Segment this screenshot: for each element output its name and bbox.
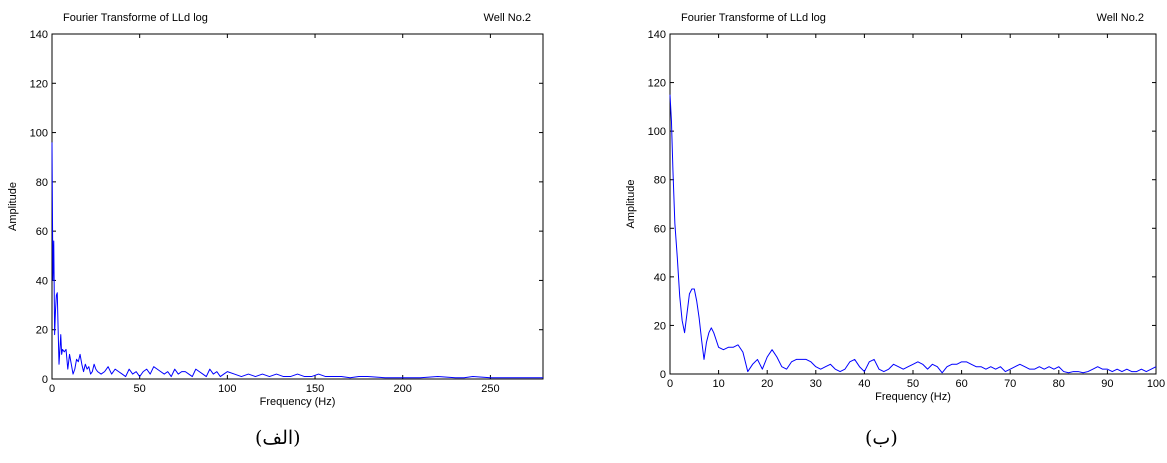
chart-a-x-tick-label: 150: [306, 383, 324, 395]
chart-b-plot-frame: [669, 33, 1157, 375]
chart-a-x-tick-label: 200: [394, 383, 412, 395]
chart-a-x-tick-label: 50: [134, 383, 146, 395]
chart-b-x-tick-label: 100: [1147, 378, 1165, 390]
chart-panel-b: 0 10 20 30 40 50 60 70 80 90 100 0 20 40 60 80 100 120 140…: [620, 0, 1167, 463]
chart-b-x-tick-label: 40: [858, 378, 870, 390]
chart-a-y-tick-label: 0: [42, 374, 48, 386]
chart-b-x-tick-label: 50: [907, 378, 919, 390]
chart-a-y-tick-label: 100: [30, 128, 48, 140]
chart-a-x-tick-label: 250: [481, 383, 499, 395]
chart-b-x-tick-label: 20: [761, 378, 773, 390]
chart-a-y-tick-label: 20: [36, 325, 48, 337]
chart-b-svg: 0 10 20 30 40 50 60 70 80 90 100 0 20 40 60 80 100 120 140…: [625, 12, 1165, 403]
chart-b-y-tick-label: 100: [648, 126, 666, 138]
chart-b-y-tick-label: 0: [660, 369, 666, 381]
chart-b-caption: (ب): [865, 427, 898, 449]
chart-a-y-tick-label: 40: [36, 275, 48, 287]
chart-b-y-tick-label: 60: [654, 223, 666, 235]
chart-b-x-axis-label: Frequency (Hz): [875, 391, 951, 403]
chart-a-series-line: [51, 142, 543, 379]
chart-b-y-tick-label: 80: [654, 175, 666, 187]
chart-b-y-axis-label: Amplitude: [625, 180, 637, 229]
chart-b-subtitle: Well No.2: [1097, 12, 1144, 24]
chart-b-x-tick-label: 70: [1004, 378, 1016, 390]
chart-a-subtitle: Well No.2: [484, 12, 531, 24]
chart-a-plot-frame: [51, 33, 544, 380]
chart-a-title: Fourier Transforme of LLd log: [63, 12, 208, 24]
chart-a-caption: (الف): [255, 427, 301, 449]
chart-a-y-axis-label: Amplitude: [7, 182, 19, 231]
chart-b-x-tick-label: 0: [667, 378, 673, 390]
chart-b-x-tick-label: 90: [1101, 378, 1113, 390]
chart-b-y-tick-label: 140: [648, 29, 666, 41]
chart-b-y-tick-label: 20: [654, 320, 666, 332]
chart-b-x-tick-label: 60: [955, 378, 967, 390]
chart-a-y-tick-label: 60: [36, 226, 48, 238]
chart-a-y-tick-label: 120: [30, 78, 48, 90]
chart-b-x-tick-label: 10: [712, 378, 724, 390]
chart-a-y-tick-label: 140: [30, 29, 48, 41]
chart-b-x-tick-label: 30: [810, 378, 822, 390]
chart-a-x-tick-label: 100: [218, 383, 236, 395]
chart-a-svg: 0 50 100 150 200 250 0 20 40 60 80 100 120 140 Fourier…: [7, 12, 544, 408]
chart-b-title: Fourier Transforme of LLd log: [681, 12, 826, 24]
chart-b-x-tick-label: 80: [1053, 378, 1065, 390]
chart-panel-a: 0 50 100 150 200 250 0 20 40 60 80 100 120 140 Fourier…: [0, 0, 570, 463]
chart-b-y-tick-label: 120: [648, 78, 666, 90]
chart-b-series-line: [669, 94, 1157, 374]
chart-b-y-tick-label: 40: [654, 272, 666, 284]
chart-a-x-axis-label: Frequency (Hz): [260, 396, 336, 408]
chart-a-x-tick-label: 0: [49, 383, 55, 395]
chart-a-y-tick-label: 80: [36, 177, 48, 189]
